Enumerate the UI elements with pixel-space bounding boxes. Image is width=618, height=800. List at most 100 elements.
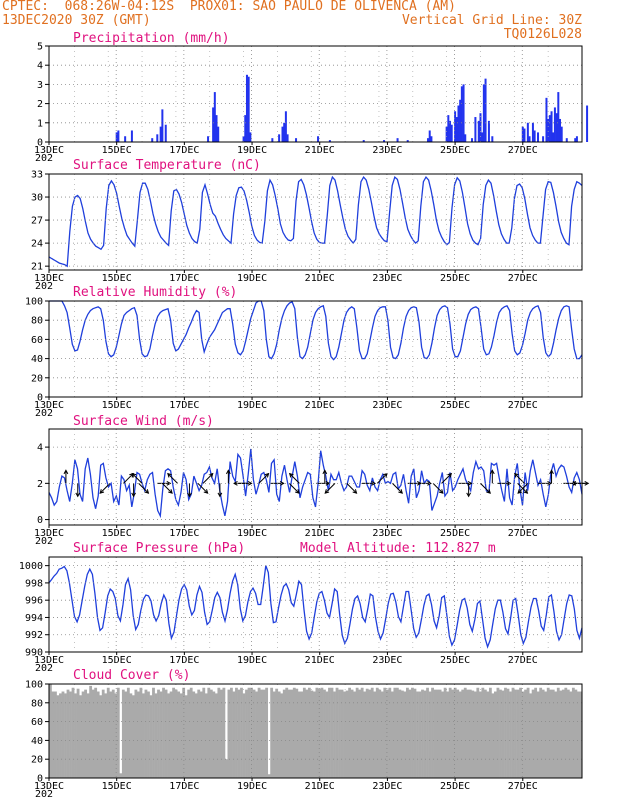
wind-arrow-head xyxy=(506,480,512,486)
y-tick-label: 80 xyxy=(31,316,43,327)
cloud-bar xyxy=(400,690,404,778)
y-tick-label: 40 xyxy=(31,354,43,365)
cloud-bar xyxy=(265,687,269,778)
cloud-bar xyxy=(272,691,276,778)
wind-arrow xyxy=(288,482,300,494)
cloud-bar xyxy=(343,691,346,778)
x-tick-label: 17DEC xyxy=(169,781,199,792)
precip-bar xyxy=(471,138,474,142)
cloud-bar xyxy=(501,690,505,778)
y-tick-label: 100 xyxy=(25,680,43,691)
cloud-bar xyxy=(184,695,188,778)
panel-5: 990 992 994 996 998 1000 13DEC 15DEC 17DEC 19DEC 2… xyxy=(19,541,583,674)
precip-bar xyxy=(362,140,365,142)
header-model-code: TQ0126L028 xyxy=(503,27,582,42)
cloud-bar xyxy=(245,689,248,778)
precip-bar xyxy=(464,134,467,142)
precip-bar xyxy=(430,136,433,142)
cloud-bar xyxy=(423,690,427,778)
cloud-bar xyxy=(446,691,450,778)
precip-bar xyxy=(457,105,460,142)
precip-bar xyxy=(545,97,548,142)
cloud-bar xyxy=(468,689,472,778)
wind-arrow xyxy=(441,473,452,484)
cloud-bar xyxy=(99,695,103,778)
wind-arrow-head xyxy=(187,492,192,498)
precip-bar xyxy=(454,111,457,142)
cloud-bar xyxy=(534,687,538,778)
cloud-bar xyxy=(383,687,387,778)
wind-arrow-head xyxy=(486,489,491,494)
cloud-bar xyxy=(569,691,573,778)
cloud-bar xyxy=(441,691,445,778)
cloud-bar xyxy=(142,693,145,778)
cloud-bar xyxy=(232,691,236,778)
y-tick-label: 998 xyxy=(25,578,43,589)
cloud-bar xyxy=(187,689,191,778)
cloud-bar xyxy=(159,691,163,778)
cloud-bar xyxy=(559,690,563,778)
y-tick-label: 33 xyxy=(31,170,43,181)
precip-bar xyxy=(130,130,133,142)
precip-bar xyxy=(117,130,120,142)
precip-bar xyxy=(484,78,487,142)
panel-title: Cloud Cover (%) xyxy=(73,668,190,683)
cloud-bar xyxy=(406,687,409,778)
cloud-bar xyxy=(428,691,432,778)
cloud-bar xyxy=(219,689,223,778)
precip-bar xyxy=(213,92,216,142)
cloud-bar xyxy=(443,687,447,778)
cloud-bar xyxy=(61,691,65,778)
x-tick-label: 27DEC xyxy=(508,400,538,411)
x-tick-label: 23DEC xyxy=(372,145,402,156)
precip-bar xyxy=(242,136,245,142)
cloud-bar xyxy=(411,687,414,778)
cloud-bar xyxy=(149,695,153,778)
wind-arrow-head xyxy=(517,489,523,494)
cloud-bar xyxy=(207,687,211,778)
cloud-bar xyxy=(240,687,243,778)
y-tick-label: 994 xyxy=(25,613,43,624)
y-tick-label: 5 xyxy=(37,42,43,53)
precip-bar xyxy=(521,126,524,142)
cloud-bar xyxy=(416,691,419,778)
x-year-fragment: 202 xyxy=(35,663,53,674)
y-tick-label: 24 xyxy=(31,239,43,250)
cloud-bar xyxy=(270,687,274,778)
cloud-bar xyxy=(574,689,578,778)
precip-bar xyxy=(328,140,331,142)
precip-bar xyxy=(249,132,252,142)
cloud-bar xyxy=(521,691,525,778)
cloud-bar xyxy=(375,687,379,778)
precip-bar xyxy=(555,113,558,142)
cloud-bar xyxy=(152,687,155,778)
y-tick-label: 0 xyxy=(37,393,43,404)
wind-arrow-head xyxy=(489,469,495,475)
x-tick-label: 23DEC xyxy=(372,273,402,284)
cloud-bar xyxy=(172,687,176,778)
precip-bar xyxy=(586,105,589,142)
plot-frame xyxy=(48,556,583,653)
cloud-bar xyxy=(546,687,550,778)
cloud-bar xyxy=(260,689,264,778)
y-tick-label: 2 xyxy=(37,479,43,490)
panel-title: Surface Temperature (nC) xyxy=(73,158,261,173)
x-tick-label: 25DEC xyxy=(440,400,470,411)
wind-arrow xyxy=(138,482,149,494)
x-tick-label: 25DEC xyxy=(440,655,470,666)
cloud-bar xyxy=(297,691,301,778)
wind-arrow-head xyxy=(75,492,81,498)
precip-bar xyxy=(317,136,320,142)
cloud-bar xyxy=(451,689,455,778)
y-tick-label: 30 xyxy=(31,193,43,204)
cloud-bar xyxy=(164,689,168,778)
wind-arrow-head xyxy=(352,489,358,494)
cloud-bar xyxy=(571,687,575,778)
precip-bar xyxy=(406,140,409,142)
cloud-bar xyxy=(305,689,309,778)
x-tick-label: 19DEC xyxy=(237,273,267,284)
wind-arrow-head xyxy=(584,480,590,486)
plot-frame xyxy=(48,45,583,143)
precip-bar xyxy=(245,74,248,142)
cloud-bar xyxy=(295,688,299,778)
